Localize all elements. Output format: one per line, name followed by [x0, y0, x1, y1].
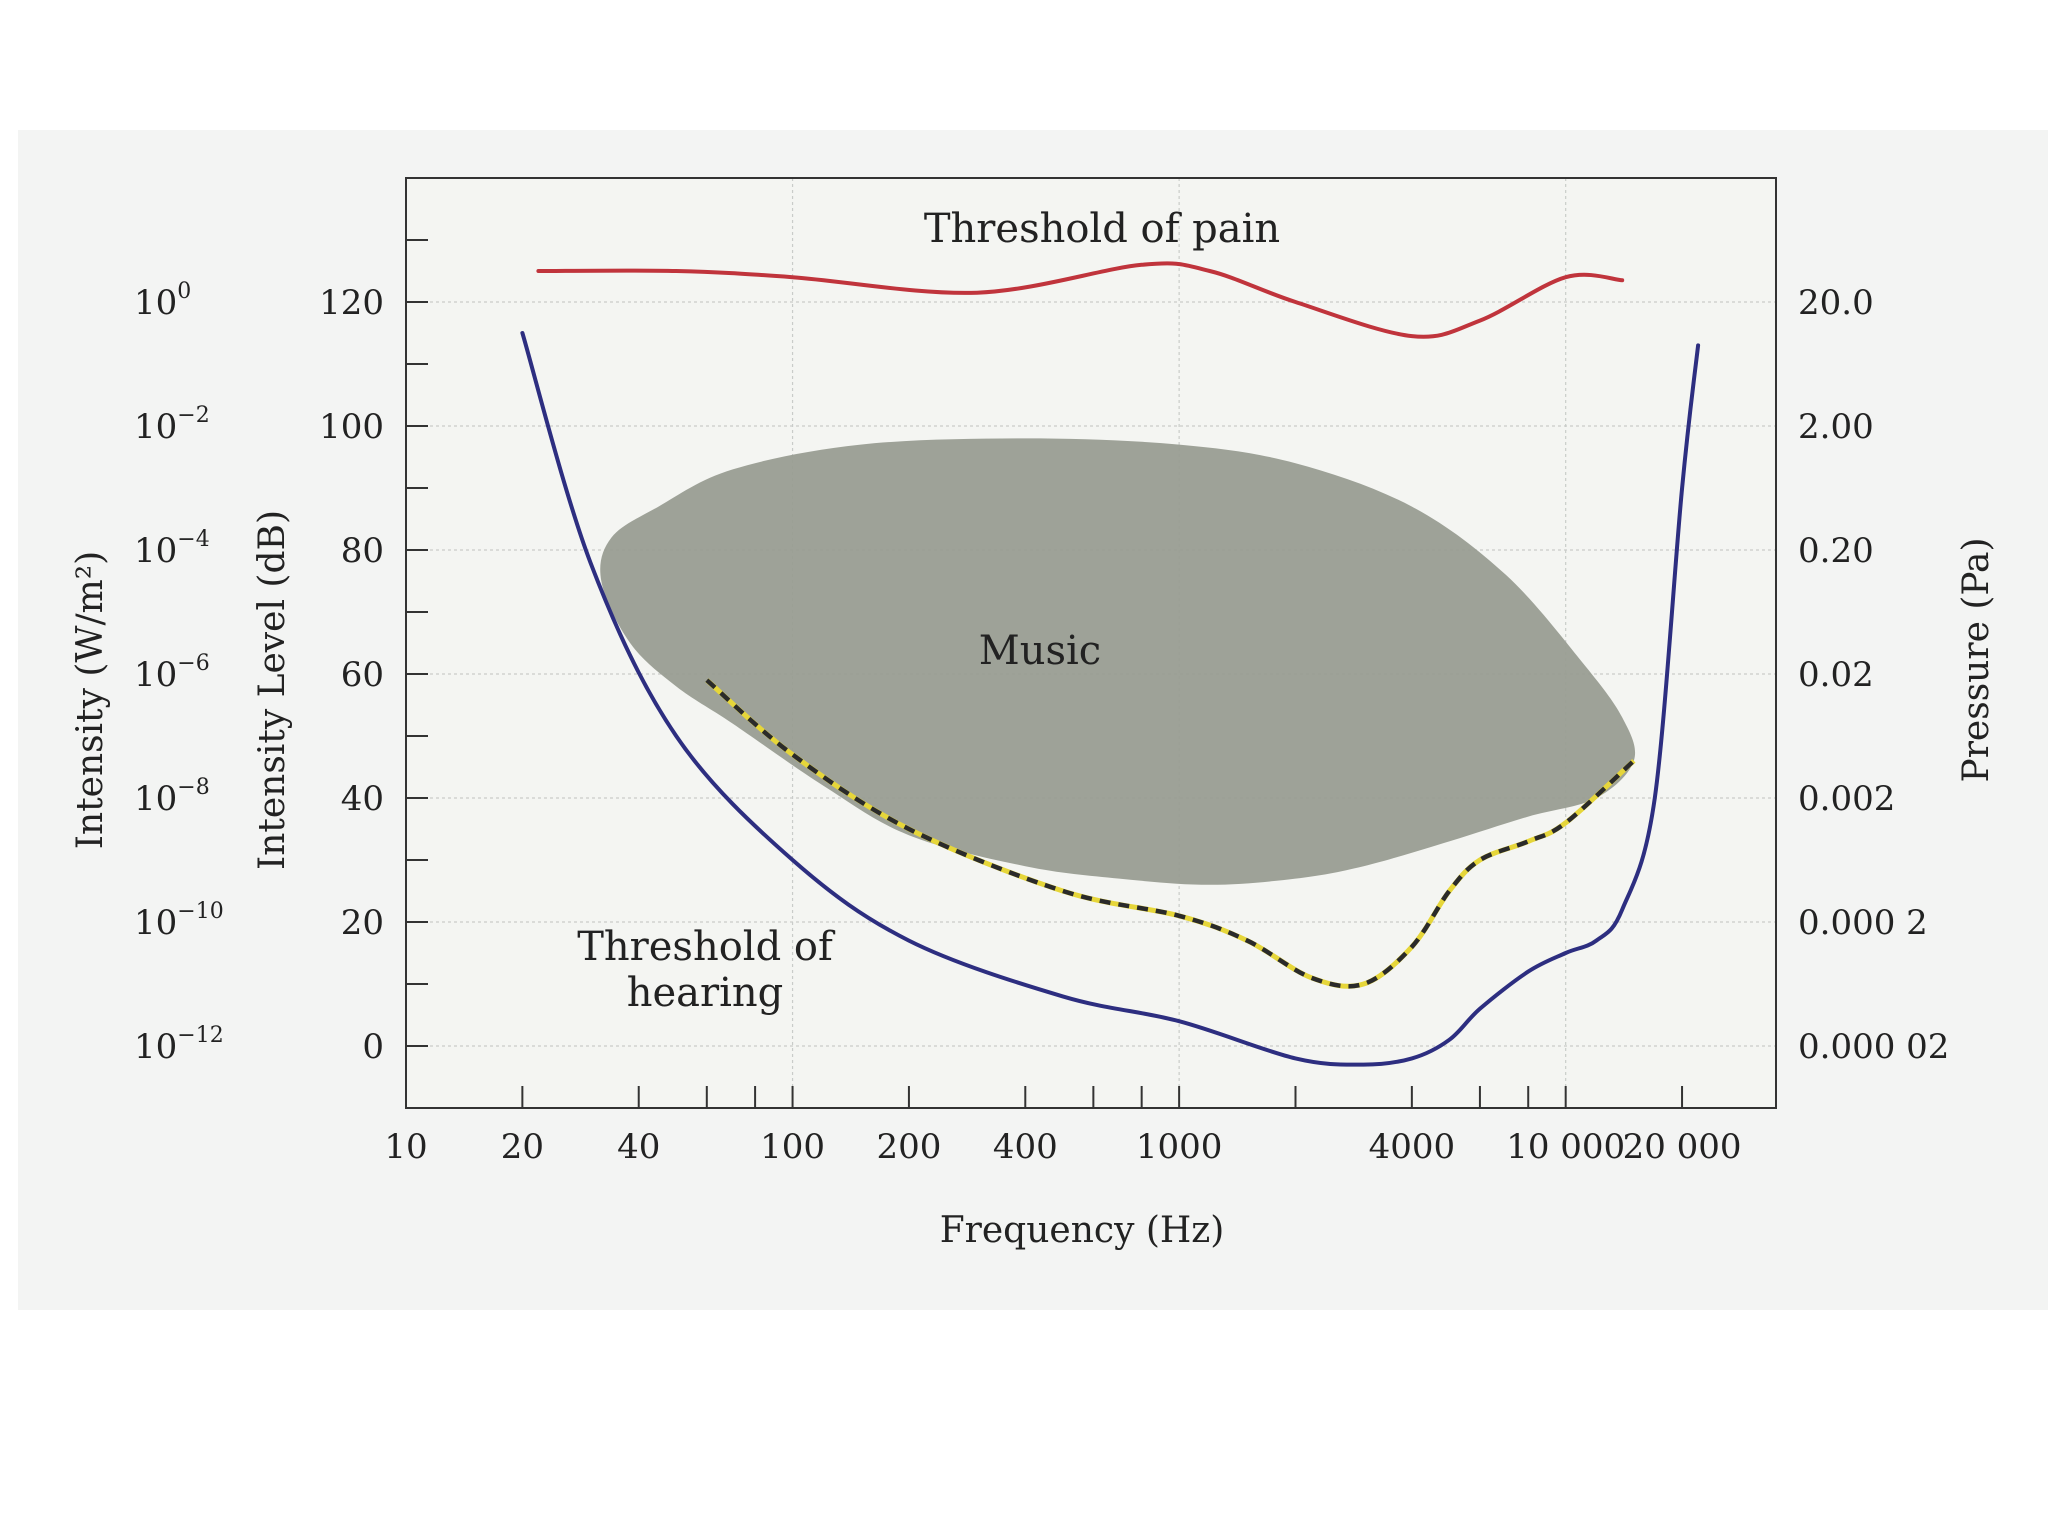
- y-axis: 0 20 40 60 80 100 120: [319, 239, 428, 1067]
- series-group: [520, 261, 1701, 1067]
- hearing-label-line1: Threshold of: [577, 924, 836, 970]
- x-tick-label: 100: [760, 1127, 825, 1167]
- x-tick-label: 200: [876, 1127, 941, 1167]
- music-label: Music: [979, 628, 1101, 674]
- intensity-tick-label: 10−10: [134, 899, 224, 943]
- series-music_lower_edge-accent: [705, 678, 1636, 989]
- intensity-tick-label: 10−8: [134, 775, 210, 819]
- x-tick-label: 20: [501, 1127, 544, 1167]
- y-tick-label: 100: [319, 407, 384, 447]
- pressure-tick-label: 0.20: [1798, 531, 1874, 571]
- y-tick-label: 40: [341, 779, 384, 819]
- x-tick-label: 10 000: [1506, 1127, 1625, 1167]
- pressure-tick-label: 0.000 02: [1798, 1027, 1949, 1067]
- y-axis-label-pressure: Pressure (Pa): [1956, 538, 1997, 783]
- pressure-tick-label: 20.0: [1798, 283, 1874, 323]
- x-tick-label: 1000: [1136, 1127, 1223, 1167]
- y-tick-label: 60: [341, 655, 384, 695]
- plot-frame: [405, 177, 1777, 1109]
- series-pain: [536, 261, 1625, 339]
- intensity-tick-label: 10−12: [134, 1023, 224, 1067]
- intensity-axis: 100 10−2 10−4 10−6 10−8 10−10 10−12: [134, 279, 224, 1067]
- x-tick-label: 10: [384, 1127, 427, 1167]
- y-tick-label: 20: [341, 903, 384, 943]
- pressure-tick-label: 0.02: [1798, 655, 1874, 695]
- pressure-axis: 20.0 2.00 0.20 0.02 0.002 0.000 2 0.000 02: [1798, 283, 1949, 1067]
- x-tick-label: 20 000: [1623, 1127, 1742, 1167]
- series-hearing: [520, 331, 1701, 1067]
- pain-label: Threshold of pain: [924, 206, 1280, 252]
- intensity-tick-label: 10−4: [134, 527, 210, 571]
- pressure-tick-label: 2.00: [1798, 407, 1874, 447]
- y-axis-label-db: Intensity Level (dB): [252, 510, 293, 870]
- x-axis-label: Frequency (Hz): [940, 1210, 1225, 1251]
- pressure-tick-label: 0.002: [1798, 779, 1895, 819]
- y-tick-label: 0: [362, 1027, 384, 1067]
- x-tick-label: 40: [617, 1127, 660, 1167]
- y-axis-label-intensity: Intensity (W/m²): [70, 551, 111, 849]
- pressure-tick-label: 0.000 2: [1798, 903, 1928, 943]
- intensity-tick-label: 10−6: [134, 651, 210, 695]
- hearing-label-line2: hearing: [627, 970, 784, 1016]
- y-tick-label: 80: [341, 531, 384, 571]
- intensity-tick-label: 10−2: [134, 403, 210, 447]
- x-tick-label: 4000: [1369, 1127, 1456, 1167]
- x-tick-label: 400: [993, 1127, 1058, 1167]
- y-tick-label: 120: [319, 283, 384, 323]
- music-region: [600, 438, 1636, 885]
- intensity-tick-label: 100: [134, 279, 191, 323]
